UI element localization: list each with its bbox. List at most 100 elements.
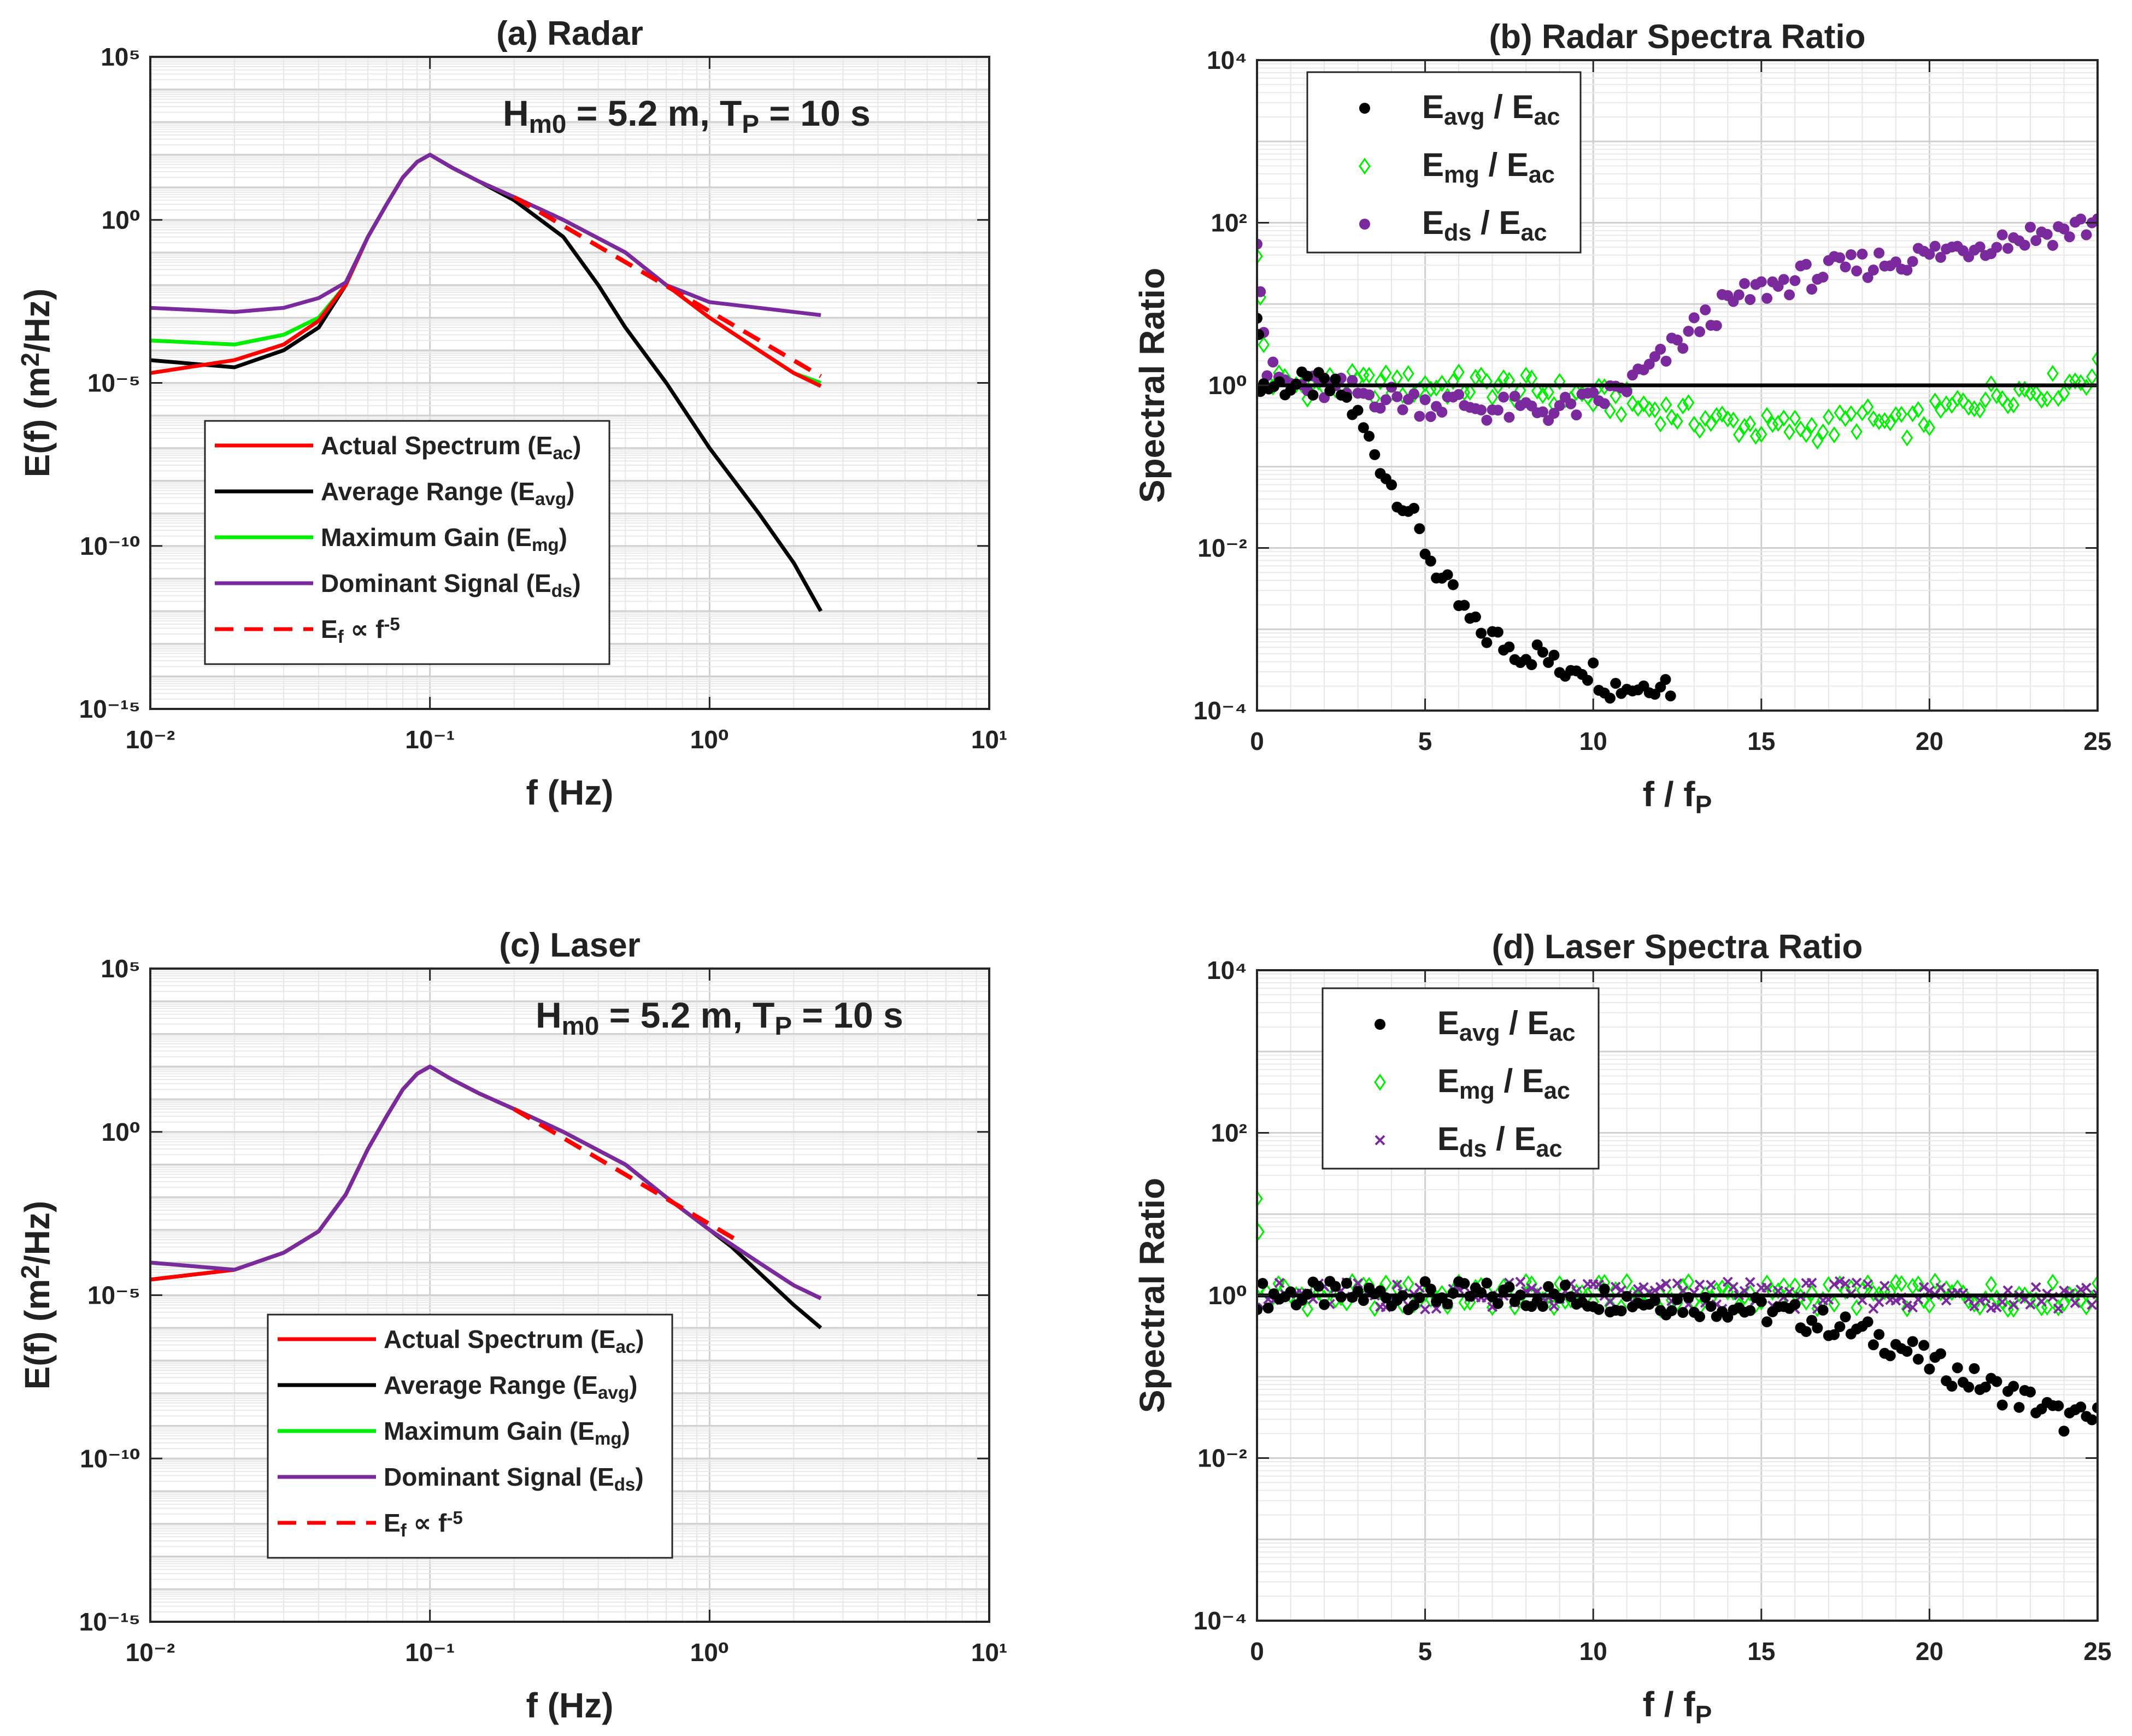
series-2-point: [1912, 401, 1924, 419]
plot-data: [150, 153, 823, 612]
series-1-point: [1649, 1295, 1660, 1306]
y-tick-label: 10⁵: [101, 954, 140, 983]
series-2-point: [1744, 415, 1757, 432]
series-3-point: [1419, 394, 1431, 406]
series-2-point: [2058, 1295, 2070, 1312]
series-1-point: [1907, 1336, 1918, 1347]
y-tick-label: 10⁰: [1208, 1281, 1247, 1310]
series-2-point: [1906, 405, 1919, 423]
x-tick-label: 15: [1747, 1637, 1775, 1665]
series-1-point: [1442, 1298, 1453, 1310]
series-3-point: [1397, 404, 1408, 415]
series-3-point: [2025, 1299, 2036, 1310]
series-3-point: [1918, 1282, 1929, 1293]
series-3-point: [1733, 289, 1745, 301]
x-tick-label: 20: [1916, 1637, 1943, 1665]
y-axis-label: E(f) (m2/Hz): [16, 289, 57, 478]
series-2-point: [2002, 397, 2014, 414]
series-3-point: [1996, 229, 2008, 241]
series-2-point: [1789, 409, 1801, 427]
series-1-point: [1352, 404, 1364, 416]
series-2-point: [2047, 365, 2059, 382]
series-3-point: [1924, 249, 1935, 260]
panel-a-radar-spectrum: 10⁻² 10⁻¹ 10⁰ 10¹ 10⁻¹⁵ 10⁻¹⁰ 10⁻⁵ 10⁰ 10⁵ (a) Ra…: [16, 15, 1008, 812]
series-3-point: [1267, 356, 1279, 368]
series-3-point: [1408, 388, 1420, 400]
series-1-point: [1755, 1296, 1767, 1307]
series-3-point: [1391, 1279, 1402, 1290]
series-2-point: [1923, 1297, 1936, 1314]
series-3-point: [1873, 247, 1885, 259]
series-1-point: [1666, 1305, 1677, 1316]
series-3-point: [1857, 248, 1868, 260]
series-3-point: [1834, 252, 1846, 263]
series-1-point: [1705, 1301, 1717, 1312]
series-3-point: [1353, 1278, 1363, 1289]
series-1-point: [1262, 1303, 1274, 1314]
legend-box: [204, 420, 610, 665]
panel-c-laser-spectrum: 10⁻² 10⁻¹ 10⁰ 10¹ 10⁻¹⁵ 10⁻¹⁰ 10⁻⁵ 10⁰ 10⁵ (c) La…: [16, 926, 1008, 1725]
series-3-point: [2002, 243, 2013, 254]
series-1-point: [1963, 1381, 1975, 1393]
series-1-point: [1414, 523, 1425, 535]
series-3-point: [1605, 1296, 1616, 1307]
series-2-point: [1861, 398, 1874, 416]
series-3-point: [1997, 1297, 2008, 1307]
legend: Actual Spectrum (Eac) Average Range (Eavg…: [267, 1313, 673, 1559]
series-3-point: [1907, 1302, 1918, 1313]
series-2-point: [1761, 1274, 1773, 1292]
series-1-point: [1817, 1304, 1829, 1316]
legend: Eavg / Eac Emg / Eac Eds / Eac: [1306, 71, 1582, 254]
series-3-point: [1806, 1277, 1817, 1288]
y-axis-label: E(f) (m2/Hz): [16, 1201, 57, 1390]
series-2-point: [1632, 400, 1644, 417]
series-2-point: [1677, 1277, 1689, 1295]
series-1-point: [1313, 1281, 1324, 1292]
series-1-point: [1761, 1316, 1773, 1328]
series-line-4: [150, 153, 821, 317]
series-3-point: [1509, 390, 1520, 402]
series-1-point: [1935, 1348, 1946, 1359]
series-2-point: [1806, 1284, 1818, 1302]
series-3-point: [1688, 312, 1700, 324]
series-3-point: [1991, 242, 2002, 253]
series-3-point: [1867, 265, 1879, 276]
series-2-point: [1615, 406, 1628, 423]
series-1-point: [1924, 1363, 1935, 1375]
series-3-point: [1481, 414, 1493, 426]
series-2-point: [1811, 432, 1824, 450]
series-1-point: [1806, 1315, 1818, 1326]
series-2-point: [1257, 248, 1263, 265]
series-2-point: [1531, 382, 1543, 400]
series-2-point: [1839, 1282, 1852, 1300]
series-3-point: [1677, 343, 1689, 354]
x-axis-label: f (Hz): [526, 1686, 614, 1725]
series-1-point: [1946, 1380, 1958, 1392]
series-1-point: [1442, 569, 1453, 580]
series-1-point: [1840, 1311, 1851, 1323]
panel-d-laser-ratio: 0 5 10 15 20 25 10⁻⁴ 10⁻² 10⁰ 10² 10⁴ (d) Laser Spe…: [1132, 928, 2112, 1729]
series-3-point: [1761, 292, 1773, 304]
series-1-point: [1386, 479, 1397, 490]
series-3-point: [1649, 1285, 1660, 1296]
series-3-point: [1436, 406, 1448, 418]
series-3-point: [1414, 410, 1425, 422]
series-2-point: [1727, 411, 1740, 429]
y-tick-label: 10⁰: [102, 206, 140, 234]
y-tick-label: 10⁴: [1207, 46, 1247, 74]
series-2-point: [1620, 1272, 1633, 1291]
legend-label-3: Eds / Eac: [1422, 204, 1547, 246]
y-tick-label: 10⁻¹⁰: [80, 532, 140, 560]
series-1-point: [1616, 1305, 1627, 1317]
series-1-point: [1800, 1326, 1812, 1338]
series-2-point: [1912, 1275, 1924, 1293]
series-2-point: [1453, 363, 1465, 381]
series-3-point: [1700, 304, 1711, 315]
series-2-point: [1380, 1274, 1392, 1292]
series-3-point: [1739, 278, 1751, 289]
series-1-point: [1610, 678, 1622, 689]
series-3-point: [1257, 286, 1266, 297]
series-2-point: [1677, 397, 1689, 415]
series-3-point: [1672, 1278, 1683, 1289]
legend-label-2: Emg / Eac: [1437, 1063, 1570, 1104]
